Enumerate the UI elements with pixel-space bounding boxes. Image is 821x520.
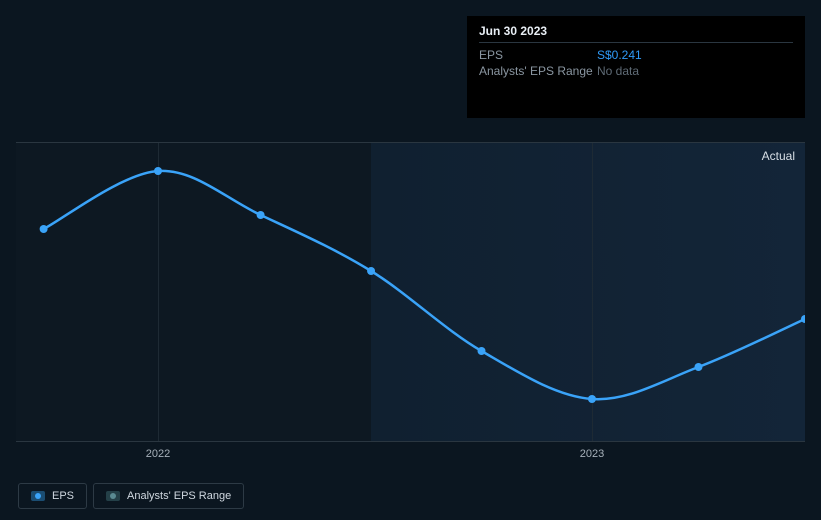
- eps-marker[interactable]: [40, 225, 48, 233]
- swatch-icon: [31, 491, 45, 501]
- eps-marker[interactable]: [367, 267, 375, 275]
- eps-line: [44, 171, 805, 399]
- eps-marker[interactable]: [694, 363, 702, 371]
- chart-plot-area[interactable]: Actual: [16, 142, 805, 442]
- x-tick-label: 2023: [580, 448, 604, 460]
- eps-marker[interactable]: [478, 347, 486, 355]
- tooltip-row-label: Analysts' EPS Range: [479, 64, 597, 78]
- eps-marker[interactable]: [154, 167, 162, 175]
- legend: EPS Analysts' EPS Range: [18, 483, 244, 509]
- tooltip-row-value: No data: [597, 64, 639, 78]
- tooltip-panel: Jun 30 2023 EPS S$0.241 Analysts' EPS Ra…: [467, 16, 805, 118]
- tooltip-row-label: EPS: [479, 48, 597, 62]
- tooltip-row-value: S$0.241: [597, 48, 642, 62]
- legend-item-eps[interactable]: EPS: [18, 483, 87, 509]
- x-tick-label: 2022: [146, 448, 170, 460]
- swatch-icon: [106, 491, 120, 501]
- line-chart-svg: [16, 143, 805, 443]
- tooltip-date: Jun 30 2023: [479, 24, 793, 43]
- legend-label: EPS: [52, 490, 74, 502]
- legend-label: Analysts' EPS Range: [127, 490, 231, 502]
- eps-marker[interactable]: [257, 211, 265, 219]
- legend-item-analysts-range[interactable]: Analysts' EPS Range: [93, 483, 244, 509]
- tooltip-row: Analysts' EPS Range No data: [479, 63, 793, 79]
- eps-marker[interactable]: [588, 395, 596, 403]
- tooltip-row: EPS S$0.241: [479, 47, 793, 63]
